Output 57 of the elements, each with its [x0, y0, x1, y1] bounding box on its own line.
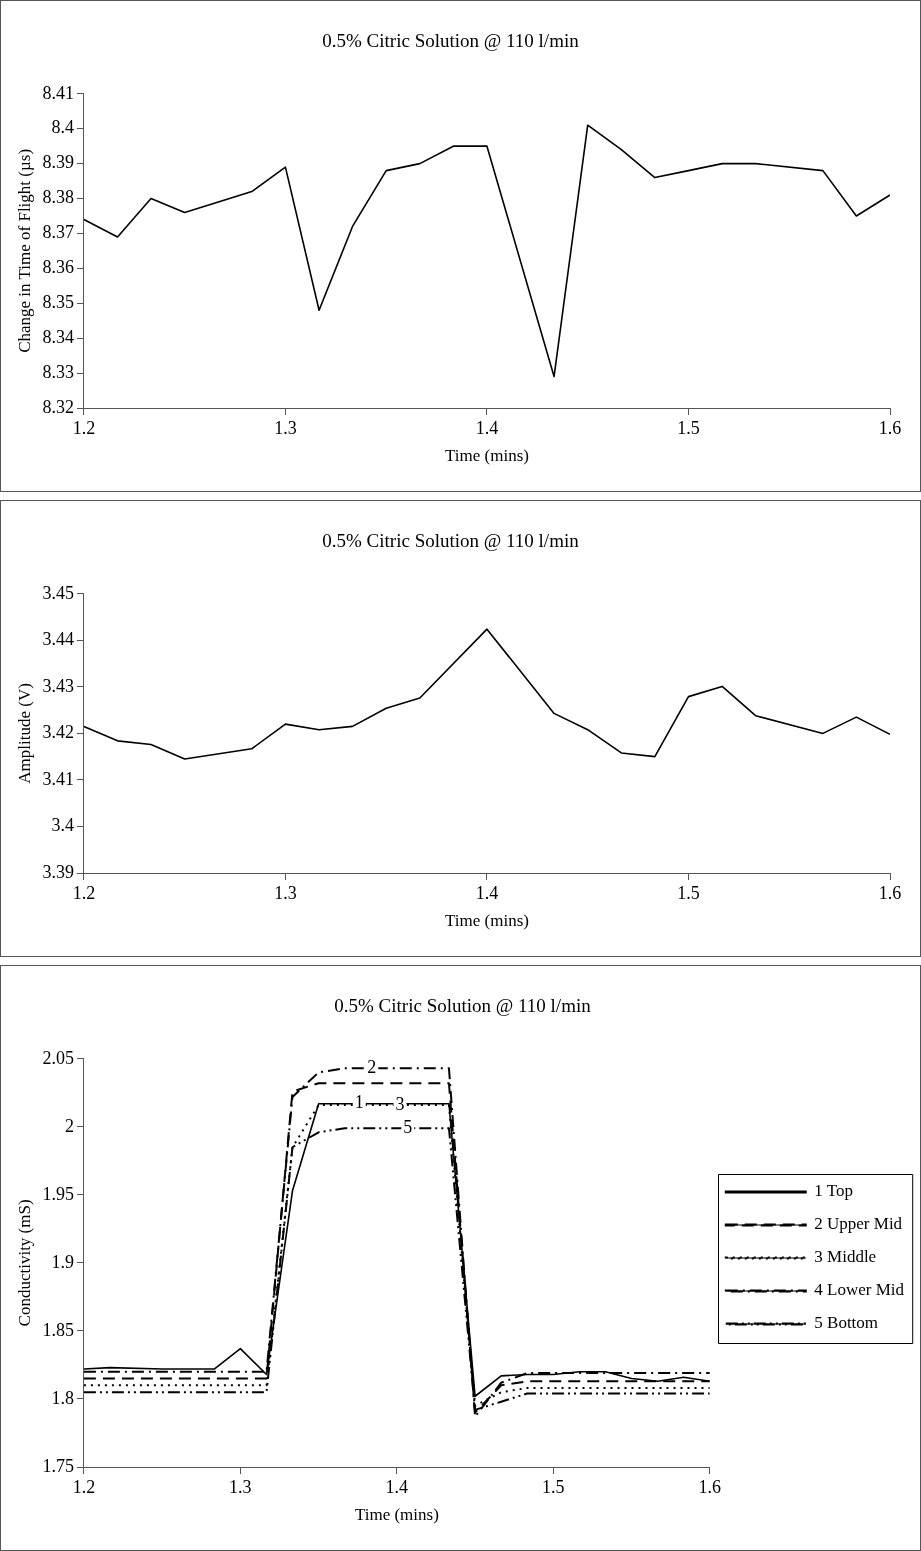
- y-tick-label: 3.42: [42, 722, 74, 743]
- y-tick-label: 8.38: [42, 187, 74, 208]
- x-axis-title: Time (mins): [444, 911, 529, 931]
- y-tick-label: 1.95: [42, 1183, 74, 1204]
- y-tick-label: 8.34: [42, 326, 74, 347]
- x-tick-label: 1.3: [229, 1476, 252, 1497]
- chart-title: 0.5% Citric Solution @ 110 l/min: [334, 995, 592, 1017]
- legend-label: 4 Lower Mid: [814, 1280, 905, 1300]
- legend-label: 1 Top: [814, 1181, 853, 1201]
- legend-label: 5 Bottom: [814, 1313, 879, 1333]
- y-axis-title: Conductivity (mS): [14, 1199, 34, 1327]
- x-tick-label: 1.2: [72, 882, 96, 903]
- x-tick-label: 1.3: [274, 417, 297, 438]
- x-tick-label: 1.4: [475, 417, 499, 438]
- y-tick-label: 8.39: [42, 152, 74, 173]
- y-tick-label: 8.36: [42, 257, 74, 278]
- x-tick-label: 1.2: [72, 417, 96, 438]
- y-tick-label: 2.05: [42, 1047, 74, 1068]
- annotation: 2: [367, 1057, 377, 1078]
- y-tick-label: 2: [64, 1115, 74, 1136]
- x-tick-label: 1.4: [475, 882, 499, 903]
- annotation: 1: [354, 1092, 364, 1113]
- y-tick-label: 8.37: [42, 222, 74, 243]
- x-tick-label: 1.5: [677, 417, 700, 438]
- chart-title: 0.5% Citric Solution @ 110 l/min: [322, 530, 580, 552]
- annotation: 5: [403, 1116, 413, 1137]
- legend-label: 3 Middle: [814, 1247, 877, 1267]
- x-tick-label: 1.2: [72, 1476, 96, 1497]
- x-tick-label: 1.5: [677, 882, 700, 903]
- y-tick-label: 1.75: [42, 1455, 74, 1476]
- y-tick-label: 1.85: [42, 1319, 74, 1340]
- y-tick-label: 8.35: [42, 292, 74, 312]
- y-tick-label: 1.9: [51, 1251, 74, 1272]
- y-tick-label: 3.44: [42, 629, 74, 650]
- x-axis-title: Time (mins): [444, 446, 529, 466]
- y-tick-label: 3.4: [51, 815, 74, 836]
- x-tick-label: 1.6: [698, 1476, 722, 1497]
- x-axis-title: Time (mins): [354, 1505, 439, 1525]
- x-tick-label: 1.6: [878, 417, 902, 438]
- x-tick-label: 1.6: [878, 882, 902, 903]
- x-tick-label: 1.5: [542, 1476, 565, 1497]
- y-tick-label: 8.4: [51, 117, 74, 138]
- y-axis-title: Amplitude (V): [14, 683, 34, 784]
- y-axis-title: Change in Time of Flight (µs): [14, 148, 34, 353]
- x-tick-label: 1.4: [385, 1476, 409, 1497]
- y-tick-label: 3.43: [42, 675, 74, 696]
- y-tick-label: 8.41: [42, 82, 74, 103]
- chart-title: 0.5% Citric Solution @ 110 l/min: [322, 30, 580, 52]
- y-tick-label: 1.8: [51, 1387, 74, 1408]
- y-tick-label: 3.41: [42, 768, 74, 789]
- annotation: 3: [395, 1093, 405, 1114]
- y-tick-label: 8.32: [42, 396, 74, 417]
- y-tick-label: 3.45: [42, 582, 74, 603]
- x-tick-label: 1.3: [274, 882, 297, 903]
- legend-label: 2 Upper Mid: [814, 1214, 903, 1234]
- y-tick-label: 3.39: [42, 861, 74, 882]
- y-tick-label: 8.33: [42, 361, 74, 382]
